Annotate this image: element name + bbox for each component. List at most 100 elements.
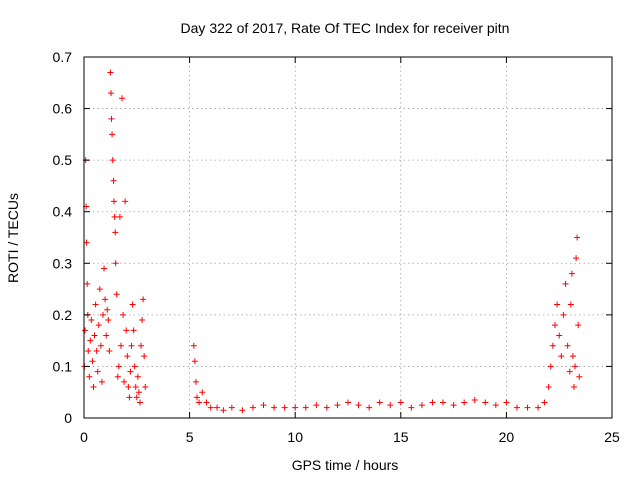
data-point	[239, 407, 246, 414]
data-point	[323, 404, 330, 411]
x-axis-label: GPS time / hours	[292, 457, 399, 473]
y-tick-label: 0.3	[53, 255, 73, 271]
data-point	[461, 399, 468, 406]
y-tick-label: 0.1	[53, 358, 73, 374]
data-point	[124, 353, 131, 360]
data-point	[114, 373, 121, 380]
data-point	[570, 384, 577, 391]
data-point	[87, 337, 94, 344]
data-point	[260, 402, 267, 409]
data-point	[302, 404, 309, 411]
data-point	[345, 399, 351, 406]
data-point	[127, 368, 134, 375]
data-point	[541, 399, 548, 406]
data-point	[535, 404, 542, 411]
data-point	[132, 384, 139, 391]
data-point	[547, 363, 554, 370]
x-tick-label: 10	[287, 429, 303, 445]
data-point	[102, 296, 109, 303]
data-point	[572, 363, 579, 370]
data-point	[192, 378, 199, 385]
data-point	[355, 402, 362, 409]
data-point	[109, 157, 116, 164]
data-point	[551, 322, 558, 329]
data-point	[408, 404, 415, 411]
data-points	[81, 69, 583, 414]
x-tick-label: 5	[186, 429, 194, 445]
data-point	[85, 347, 92, 354]
data-point	[513, 404, 520, 411]
data-point	[220, 407, 227, 414]
data-point	[84, 280, 91, 287]
data-point	[133, 394, 140, 401]
data-point	[93, 347, 100, 354]
data-point	[575, 322, 582, 329]
data-point	[545, 384, 552, 391]
data-point	[271, 404, 278, 411]
data-point	[313, 402, 320, 409]
x-tick-label: 25	[604, 429, 620, 445]
data-point	[98, 378, 105, 385]
data-point	[366, 404, 373, 411]
data-point	[482, 399, 489, 406]
data-point	[569, 353, 576, 360]
data-point	[140, 296, 147, 303]
data-point	[281, 404, 288, 411]
data-point	[471, 396, 478, 403]
data-point	[108, 115, 115, 122]
data-point	[376, 399, 383, 406]
data-point	[106, 347, 113, 354]
data-point	[418, 402, 425, 409]
data-point	[123, 327, 130, 334]
data-point	[128, 342, 135, 349]
plot-frame	[83, 56, 613, 419]
data-point	[83, 239, 90, 246]
data-point	[89, 358, 96, 365]
data-point	[131, 363, 138, 370]
data-point	[119, 95, 126, 102]
x-axis-ticks: 0 5 10 15 20 25	[80, 57, 620, 445]
y-tick-label: 0.6	[53, 101, 73, 117]
data-point	[109, 131, 116, 138]
data-point	[554, 301, 561, 308]
data-point	[564, 342, 571, 349]
data-point	[126, 394, 133, 401]
data-point	[191, 358, 198, 365]
data-point	[108, 90, 115, 97]
y-tick-label: 0.5	[53, 152, 73, 168]
data-point	[228, 404, 235, 411]
data-point	[334, 402, 341, 409]
data-point	[86, 373, 93, 380]
data-point	[103, 332, 110, 339]
data-point	[112, 260, 119, 267]
data-point	[193, 394, 200, 401]
data-point	[574, 234, 581, 241]
data-point	[397, 399, 404, 406]
y-tick-label: 0.4	[53, 204, 73, 220]
data-point	[97, 342, 104, 349]
grid-lines	[84, 57, 612, 418]
data-point	[292, 404, 299, 411]
data-point	[116, 213, 123, 220]
data-point	[562, 280, 569, 287]
data-point	[125, 384, 132, 391]
data-point	[136, 399, 143, 406]
data-point	[122, 198, 129, 205]
data-point	[429, 399, 436, 406]
data-point	[142, 384, 149, 391]
y-tick-label: 0.2	[53, 307, 73, 323]
data-point	[130, 327, 137, 334]
data-point	[387, 402, 394, 409]
data-point	[249, 404, 256, 411]
x-tick-label: 15	[393, 429, 409, 445]
data-point	[139, 317, 146, 324]
data-point	[92, 301, 99, 308]
data-point	[558, 353, 565, 360]
y-axis-label: ROTI / TECUs	[5, 193, 21, 283]
data-point	[440, 399, 447, 406]
data-point	[82, 327, 89, 334]
data-point	[567, 301, 574, 308]
data-point	[121, 378, 128, 385]
y-axis-ticks: 0 0.1 0.2 0.3 0.4 0.5 0.6 0.7	[53, 49, 612, 426]
data-point	[190, 342, 197, 349]
